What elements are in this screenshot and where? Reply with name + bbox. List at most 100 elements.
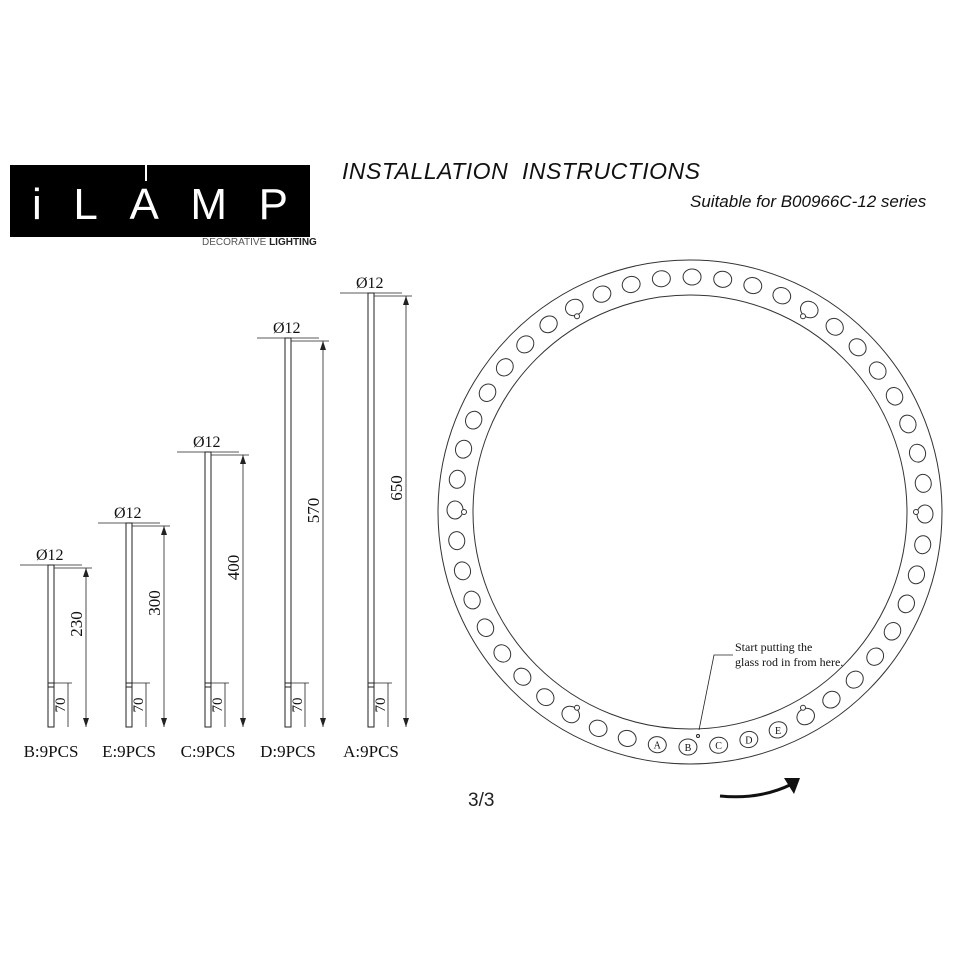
rod-hole: [463, 590, 481, 610]
rod-hole: [453, 561, 472, 581]
hole-letter: E: [775, 726, 781, 737]
arrowhead-icon: [320, 718, 326, 727]
rod-hole: [682, 268, 702, 286]
rod-hole: [897, 594, 915, 614]
lower-length-label: 70: [210, 698, 226, 713]
rod-quantity-label: B:9PCS: [24, 742, 79, 761]
start-point: [696, 734, 700, 738]
ring-outer-edge: [437, 259, 943, 765]
page-title: INSTALLATION INSTRUCTIONS: [342, 158, 701, 184]
rod-hole: [651, 270, 671, 288]
hole-letter: B: [685, 743, 692, 754]
hole-letter: D: [745, 736, 752, 747]
page-subtitle: Suitable for B00966C-12 series: [690, 192, 927, 211]
rod-hole: [713, 270, 733, 288]
logo-background: [10, 165, 310, 237]
rod-hole: [647, 736, 667, 754]
rod-hole: [495, 358, 514, 377]
rod-hole: [916, 504, 934, 524]
lower-length-label: 70: [373, 698, 389, 713]
arrowhead-icon: [403, 718, 409, 727]
lower-length-label: 70: [131, 698, 147, 713]
diameter-label: Ø12: [273, 320, 301, 337]
rod-hole: [709, 736, 729, 754]
length-label: 400: [224, 555, 243, 581]
rod-hole: [822, 690, 841, 709]
rod-hole: [914, 535, 932, 555]
note-line-2: glass rod in from here.: [735, 655, 843, 669]
ring-inner-edge: [472, 294, 908, 730]
rod-hole: [536, 688, 555, 707]
rod-hole: [845, 670, 864, 689]
arrowhead-icon: [320, 341, 326, 350]
rod-hole: [899, 414, 917, 434]
rod-hole: [454, 439, 473, 459]
note-leader: [698, 654, 733, 731]
tagline-bold: LIGHTING: [269, 237, 317, 248]
rod-hole: [588, 719, 608, 737]
arrowhead-icon: [240, 455, 246, 464]
rod-hole: [885, 387, 904, 406]
diameter-label: Ø12: [356, 275, 384, 292]
rod-hole: [768, 721, 788, 739]
hole-letter: A: [654, 741, 662, 752]
rod-hole: [739, 730, 759, 749]
arrowhead-icon: [403, 296, 409, 305]
rod-body: [204, 451, 212, 728]
arrowhead-icon: [161, 526, 167, 535]
rod-quantity-label: D:9PCS: [260, 742, 316, 761]
mounting-hole: [800, 704, 806, 711]
rod-hole: [743, 276, 763, 295]
arrowhead-icon: [240, 718, 246, 727]
diameter-label: Ø12: [193, 434, 221, 451]
curved-arrow-clockwise-icon: [719, 782, 793, 799]
mounting-hole: [800, 313, 806, 320]
mounting-hole: [574, 704, 580, 711]
rod-hole: [908, 443, 927, 463]
rod-hole: [621, 275, 641, 294]
rod-A: Ø12 650 70 A:9PCS: [340, 275, 412, 761]
diameter-label: Ø12: [36, 547, 64, 564]
lower-length-label: 70: [53, 698, 69, 713]
lower-length-label: 70: [290, 698, 306, 713]
rod-E: Ø12 300 70 E:9PCS: [98, 505, 170, 761]
length-label: 230: [67, 611, 86, 637]
rod-D: Ø12 570 70 D:9PCS: [257, 320, 329, 761]
rod-hole: [883, 622, 902, 641]
rod-hole: [476, 618, 495, 637]
arrowhead-icon: [83, 568, 89, 577]
rod-body: [367, 292, 375, 728]
rod-hole: [465, 410, 483, 430]
rod-hole: [678, 738, 698, 756]
arrowhead-icon: [83, 718, 89, 727]
hole-letter: C: [715, 741, 722, 752]
rod-quantity-label: A:9PCS: [343, 742, 399, 761]
rod-hole: [592, 285, 612, 303]
rod-hole: [617, 729, 637, 748]
rod-hole: [772, 287, 792, 305]
page-number: 3/3: [468, 790, 495, 811]
rod-hole: [446, 500, 464, 520]
rod-hole: [513, 667, 532, 686]
rod-B: Ø12 230 70 B:9PCS: [20, 547, 92, 761]
length-label: 300: [145, 590, 164, 616]
rod-hole: [848, 338, 867, 357]
mounting-hole: [574, 313, 580, 320]
length-label: 570: [304, 498, 323, 524]
diameter-label: Ø12: [114, 505, 142, 522]
ilamp-logo: iLAMP: [10, 165, 310, 237]
rod-hole: [448, 469, 466, 489]
mounting-hole: [461, 509, 467, 515]
rod-hole: [516, 335, 535, 354]
rod-hole: [493, 644, 512, 663]
rod-hole: [907, 565, 926, 585]
arrowhead-icon: [784, 778, 800, 794]
note-line-1: Start putting the: [735, 640, 812, 654]
rod-hole: [868, 361, 887, 380]
rod-hole: [914, 473, 932, 493]
rod-hole: [866, 647, 885, 666]
length-label: 650: [387, 475, 406, 501]
rod-body: [125, 522, 133, 728]
rod-body: [284, 337, 292, 728]
